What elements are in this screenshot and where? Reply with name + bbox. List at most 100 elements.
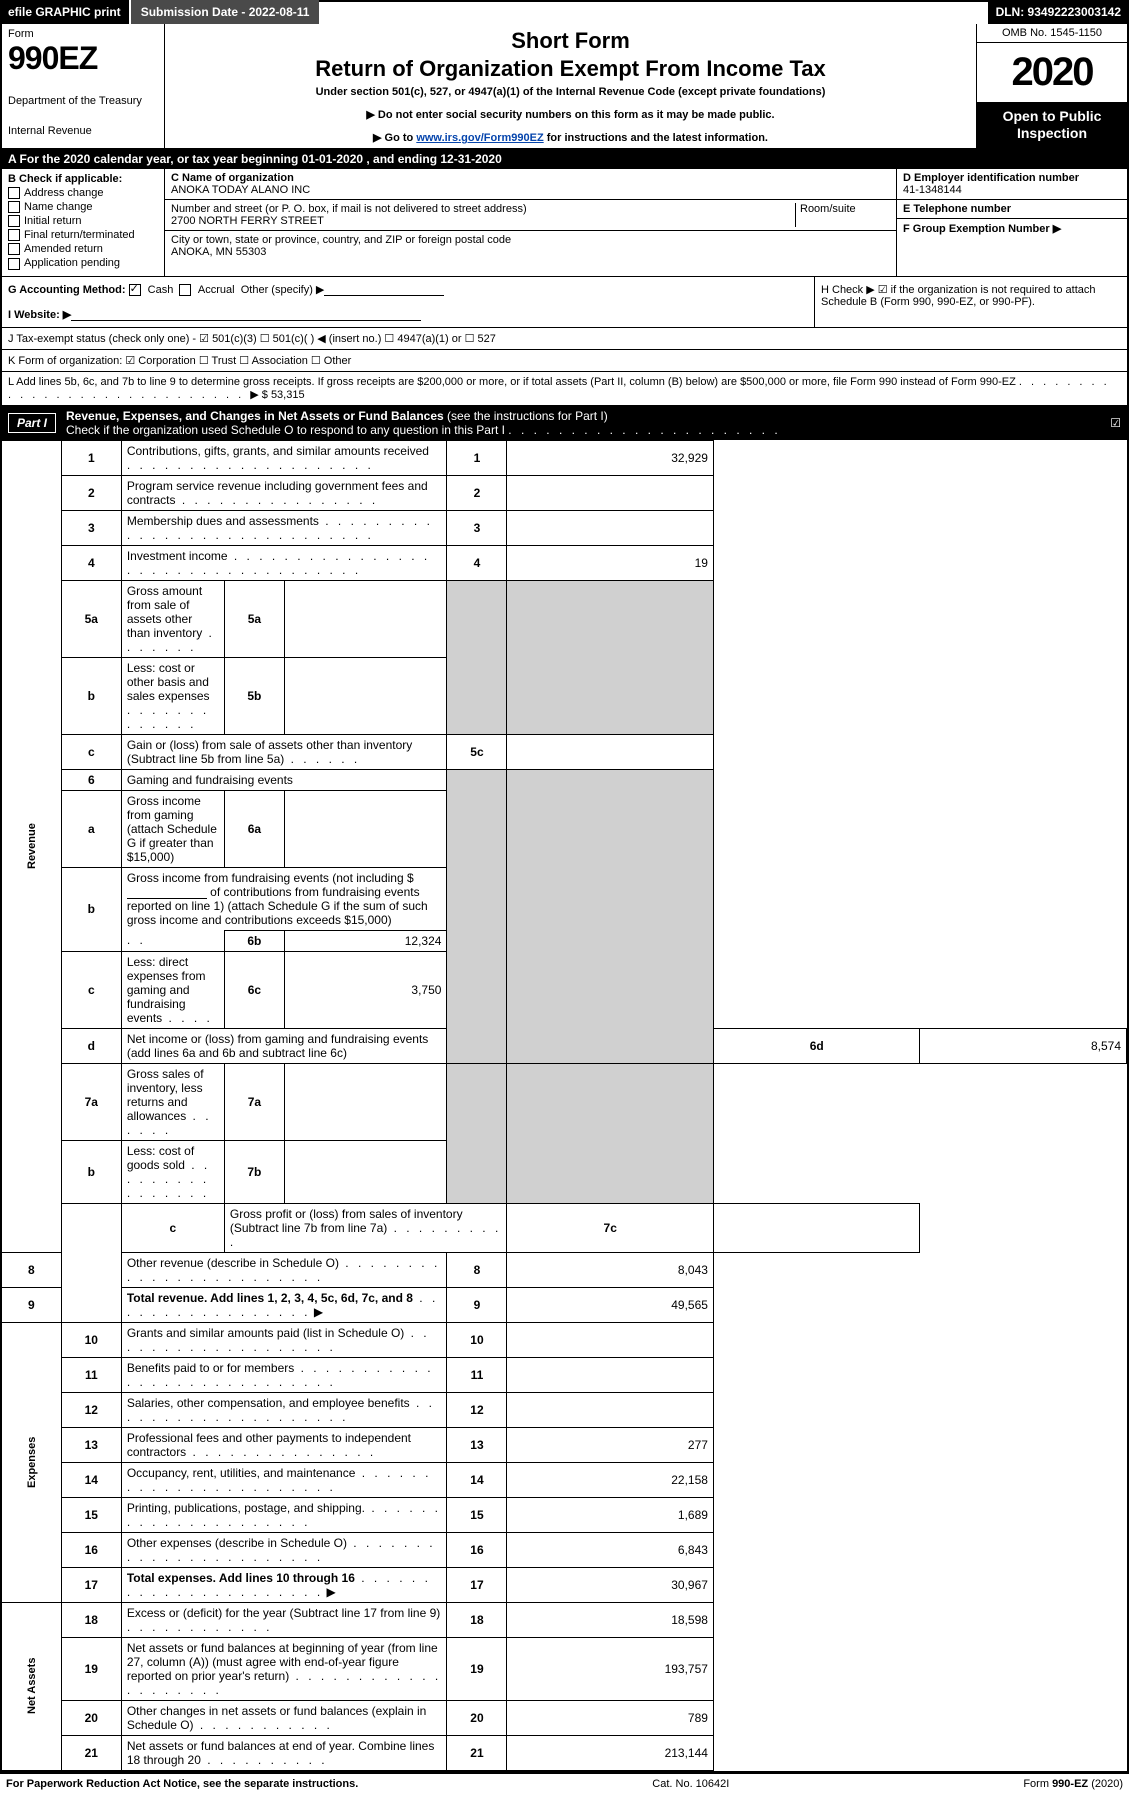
note-2-prefix: ▶ Go to	[373, 132, 416, 144]
col-d: D Employer identification number 41-1348…	[896, 169, 1127, 276]
l7c-amount	[713, 1203, 919, 1252]
check-address[interactable]: Address change	[8, 187, 158, 199]
l6a-desc: Gross income from gaming (attach Schedul…	[121, 790, 224, 867]
l20-amount: 789	[507, 1700, 713, 1735]
l14-amount: 22,158	[507, 1462, 713, 1497]
l1-desc: Contributions, gifts, grants, and simila…	[121, 440, 447, 475]
l17-num: 17	[61, 1567, 121, 1602]
l6d-num: d	[61, 1028, 121, 1063]
check-initial-label: Initial return	[24, 215, 81, 227]
l7a-boxval	[284, 1063, 447, 1140]
dln-label: DLN: 93492223003142	[988, 0, 1129, 24]
org-name-row: C Name of organization ANOKA TODAY ALANO…	[165, 169, 896, 200]
l6c-desc: Less: direct expenses from gaming and fu…	[121, 951, 224, 1028]
l12-amount	[507, 1392, 713, 1427]
phone-row: E Telephone number	[897, 200, 1127, 219]
side-revenue: Revenue	[2, 440, 61, 1252]
addr-label: Number and street (or P. O. box, if mail…	[171, 203, 527, 215]
check-amended[interactable]: Amended return	[8, 243, 158, 255]
l7c-num: c	[121, 1203, 224, 1252]
check-final[interactable]: Final return/terminated	[8, 229, 158, 241]
l6b-num: b	[61, 867, 121, 951]
l6b-desc1: Gross income from fundraising events (no…	[121, 867, 447, 930]
l12-code: 12	[447, 1392, 507, 1427]
l7b-desc: Less: cost of goods sold . . . . . . . .…	[121, 1140, 224, 1203]
col-b-title: B Check if applicable:	[8, 173, 158, 185]
l10-desc: Grants and similar amounts paid (list in…	[121, 1322, 447, 1357]
l6c-box: 6c	[224, 951, 284, 1028]
website-input[interactable]	[71, 308, 421, 321]
org-name-label: C Name of organization	[171, 172, 294, 184]
l4-desc: Investment income . . . . . . . . . . . …	[121, 545, 447, 580]
check-name[interactable]: Name change	[8, 201, 158, 213]
row-i-label: I Website: ▶	[8, 309, 71, 321]
top-bar: efile GRAPHIC print Submission Date - 20…	[0, 0, 1129, 24]
l6c-num: c	[61, 951, 121, 1028]
check-final-label: Final return/terminated	[24, 229, 135, 241]
l5c-desc: Gain or (loss) from sale of assets other…	[121, 734, 447, 769]
l10-code: 10	[447, 1322, 507, 1357]
dept-1: Department of the Treasury	[8, 95, 158, 107]
l11-code: 11	[447, 1357, 507, 1392]
part-1-checkbox[interactable]: ☑	[1110, 416, 1121, 430]
l5b-desc: Less: cost or other basis and sales expe…	[121, 657, 224, 734]
l7a-num: 7a	[61, 1063, 121, 1140]
check-initial[interactable]: Initial return	[8, 215, 158, 227]
efile-label[interactable]: efile GRAPHIC print	[0, 0, 129, 24]
row-j: J Tax-exempt status (check only one) - ☑…	[2, 328, 1127, 350]
l13-num: 13	[61, 1427, 121, 1462]
side-revenue-2	[61, 1203, 121, 1322]
check-accrual[interactable]	[179, 284, 191, 296]
l18-num: 18	[61, 1602, 121, 1637]
city-value: ANOKA, MN 55303	[171, 246, 266, 258]
l21-desc: Net assets or fund balances at end of ye…	[121, 1735, 447, 1770]
city-label: City or town, state or province, country…	[171, 234, 511, 246]
check-pending-label: Application pending	[24, 257, 120, 269]
short-form-title: Short Form	[173, 28, 968, 54]
form-id-box: Form 990EZ Department of the Treasury In…	[2, 24, 165, 148]
l15-desc: Printing, publications, postage, and shi…	[121, 1497, 447, 1532]
row-l-text: L Add lines 5b, 6c, and 7b to line 9 to …	[8, 376, 1016, 388]
l7b-boxval	[284, 1140, 447, 1203]
l6-num: 6	[61, 769, 121, 790]
l5a-box: 5a	[224, 580, 284, 657]
l5c-amount	[507, 734, 713, 769]
l6b-blank[interactable]	[127, 886, 207, 899]
l4-amount: 19	[507, 545, 713, 580]
irs-link[interactable]: www.irs.gov/Form990EZ	[416, 132, 543, 144]
l15-amount: 1,689	[507, 1497, 713, 1532]
l18-amount: 18,598	[507, 1602, 713, 1637]
l2-amount	[507, 475, 713, 510]
l6d-desc: Net income or (loss) from gaming and fun…	[121, 1028, 447, 1063]
l6-gray-amt	[507, 769, 713, 1063]
lines-table: Revenue 1 Contributions, gifts, grants, …	[2, 440, 1127, 1771]
l7a-desc: Gross sales of inventory, less returns a…	[121, 1063, 224, 1140]
l3-amount	[507, 510, 713, 545]
l18-desc: Excess or (deficit) for the year (Subtra…	[121, 1602, 447, 1637]
l4-code: 4	[447, 545, 507, 580]
org-name: ANOKA TODAY ALANO INC	[171, 184, 310, 196]
l20-num: 20	[61, 1700, 121, 1735]
check-pending[interactable]: Application pending	[8, 257, 158, 269]
l6b-spacer: . .	[121, 930, 224, 951]
l8-amount: 8,043	[507, 1252, 713, 1287]
l11-amount	[507, 1357, 713, 1392]
l7c-code: 7c	[507, 1203, 713, 1252]
header-row: Form 990EZ Department of the Treasury In…	[2, 24, 1127, 149]
ein-value: 41-1348144	[903, 184, 962, 196]
l5b-num: b	[61, 657, 121, 734]
l5a-boxval	[284, 580, 447, 657]
info-grid: B Check if applicable: Address change Na…	[2, 169, 1127, 277]
l7-gray-amt	[507, 1063, 713, 1203]
l6c-boxval: 3,750	[284, 951, 447, 1028]
l5a-num: 5a	[61, 580, 121, 657]
l16-amount: 6,843	[507, 1532, 713, 1567]
row-g-h: G Accounting Method: Cash Accrual Other …	[2, 277, 1127, 328]
l3-code: 3	[447, 510, 507, 545]
check-cash[interactable]	[129, 284, 141, 296]
l8-desc: Other revenue (describe in Schedule O) .…	[121, 1252, 447, 1287]
side-expenses: Expenses	[2, 1322, 61, 1602]
l14-code: 14	[447, 1462, 507, 1497]
l7a-box: 7a	[224, 1063, 284, 1140]
other-input[interactable]	[324, 283, 444, 296]
